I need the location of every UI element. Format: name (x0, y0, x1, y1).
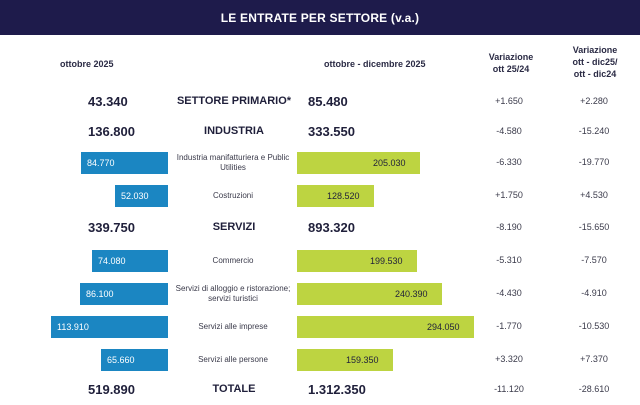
bar-oct-dec (297, 316, 474, 338)
row-variation-oct-dec: -28.610 (578, 384, 610, 394)
bar-oct-label: 113.910 (57, 322, 89, 332)
bar-oct-dec (297, 349, 393, 371)
header-variation-oct-dec-line3: ott - dic24 (573, 69, 617, 79)
row-variation-oct: +1.650 (495, 96, 523, 106)
row-oct-value: 519.890 (88, 382, 135, 397)
header-variation-oct-dec-line2: ott - dic25/ (572, 57, 618, 67)
bar-oct-label: 86.100 (86, 289, 114, 299)
bar-oct-label: 74.080 (98, 256, 126, 266)
row-variation-oct: -5.310 (496, 255, 522, 265)
header-october-2025: ottobre 2025 (60, 59, 114, 69)
bar-oct (92, 250, 168, 272)
header-variation-oct-dec-line1: Variazione (572, 45, 618, 55)
row-oct-value: 136.800 (88, 124, 135, 139)
row-variation-oct: -1.770 (496, 321, 522, 331)
row-variation-oct: -4.430 (496, 288, 522, 298)
bar-oct-dec-label: 199.530 (370, 256, 403, 266)
row-variation-oct: -6.330 (496, 157, 522, 167)
row-variation-oct-dec: -19.770 (578, 157, 610, 167)
row-oct-dec-value: 893.320 (308, 220, 355, 235)
row-oct-dec-value: 85.480 (308, 94, 348, 109)
bar-oct-dec (297, 185, 374, 207)
header-variation-oct: Variazione ott 25/24 (476, 51, 546, 75)
row-oct-dec-value: 333.550 (308, 124, 355, 139)
bar-oct-label: 65.660 (107, 355, 135, 365)
row-variation-oct-dec: +2.280 (580, 96, 608, 106)
row-category-label: Industria manifatturiera e Public Utilit… (176, 153, 290, 172)
bar-oct-dec (297, 283, 442, 305)
bar-oct (115, 185, 168, 207)
row-variation-oct-dec: -10.530 (578, 321, 610, 331)
header-variation-oct-dec: Variazione ott - dic25/ ott - dic24 (560, 44, 630, 80)
row-variation-oct-dec: +7.370 (580, 354, 608, 364)
bar-oct (81, 152, 168, 174)
row-category-label: Servizi alle persone (198, 355, 268, 364)
bar-oct-dec-label: 205.030 (373, 158, 406, 168)
bar-oct-dec-label: 294.050 (427, 322, 460, 332)
header-variation-oct-line1: Variazione (488, 52, 534, 62)
row-variation-oct: -11.120 (494, 384, 524, 394)
bar-oct (101, 349, 168, 371)
row-variation-oct-dec: -4.910 (581, 288, 607, 298)
row-variation-oct: +3.320 (495, 354, 523, 364)
row-category-label: Commercio (212, 256, 254, 265)
row-variation-oct-dec: +4.530 (580, 190, 608, 200)
bar-oct-dec-label: 128.520 (327, 191, 360, 201)
row-variation-oct: -4.580 (496, 126, 522, 136)
chart-title: LE ENTRATE PER SETTORE (v.a.) (0, 0, 640, 35)
row-oct-dec-value: 1.312.350 (308, 382, 366, 397)
row-variation-oct-dec: -15.650 (578, 222, 610, 232)
row-category-label: SERVIZI (212, 221, 256, 233)
bar-oct (51, 316, 168, 338)
row-category-label: Costruzioni (212, 191, 253, 200)
row-oct-value: 339.750 (88, 220, 135, 235)
header-october-december-2025: ottobre - dicembre 2025 (324, 59, 426, 69)
bar-oct-label: 84.770 (87, 158, 115, 168)
row-category-label: Servizi di alloggio e ristorazione; serv… (175, 284, 291, 303)
bar-oct-dec (297, 152, 420, 174)
row-category-label: Servizi alle imprese (198, 322, 268, 331)
header-variation-oct-line2: ott 25/24 (492, 64, 530, 74)
bar-oct-label: 52.030 (121, 191, 149, 201)
bar-oct-dec (297, 250, 417, 272)
row-variation-oct: -8.190 (496, 222, 522, 232)
row-oct-value: 43.340 (88, 94, 128, 109)
row-variation-oct: +1.750 (495, 190, 523, 200)
bar-oct-dec-label: 240.390 (395, 289, 428, 299)
row-variation-oct-dec: -7.570 (581, 255, 607, 265)
row-category-label: SETTORE PRIMARIO* (176, 95, 292, 107)
bar-oct (80, 283, 168, 305)
row-variation-oct-dec: -15.240 (578, 126, 610, 136)
row-category-label: INDUSTRIA (204, 125, 264, 137)
bar-oct-dec-label: 159.350 (346, 355, 379, 365)
row-category-label: TOTALE (212, 383, 256, 395)
